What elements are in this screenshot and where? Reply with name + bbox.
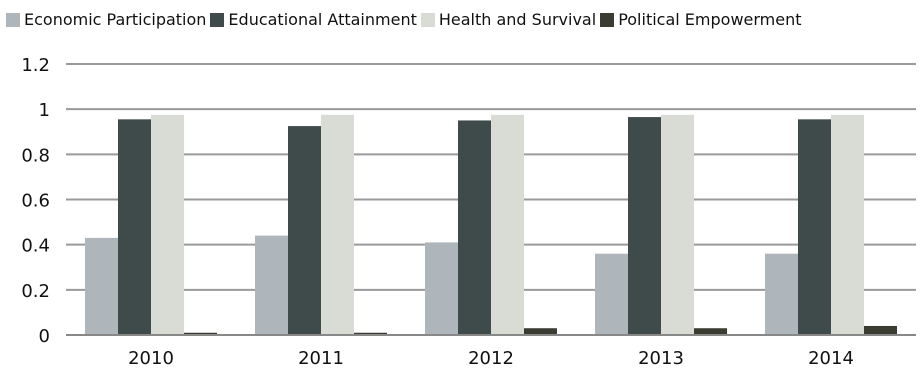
bar (694, 328, 727, 335)
y-tick-label: 1.2 (21, 55, 50, 76)
x-tick-label: 2014 (808, 348, 854, 369)
bar (628, 117, 661, 335)
bar (184, 332, 217, 335)
legend: Economic Participation Educational Attai… (6, 10, 806, 29)
bar (288, 126, 321, 336)
legend-label: Economic Participation (24, 10, 207, 29)
legend-item-political-empowerment: Political Empowerment (600, 10, 802, 29)
y-tick-label: 0.2 (21, 281, 50, 302)
legend-swatch (6, 12, 20, 27)
legend-item-health-and-survival: Health and Survival (420, 10, 597, 29)
bar (595, 253, 628, 335)
y-tick-label: 1 (39, 100, 50, 121)
legend-label: Political Empowerment (618, 10, 802, 29)
y-tick-label: 0 (39, 326, 50, 347)
legend-swatch (600, 12, 615, 27)
bar (661, 114, 694, 335)
y-tick-label: 0.6 (21, 191, 50, 212)
legend-label: Health and Survival (438, 10, 597, 29)
legend-item-economic-participation: Economic Participation (6, 10, 206, 29)
bar (765, 253, 798, 335)
bar (491, 114, 524, 335)
bar (118, 119, 151, 336)
bar (354, 332, 387, 335)
x-tick-label: 2011 (298, 348, 344, 369)
bar (798, 119, 831, 336)
x-tick-label: 2010 (128, 348, 174, 369)
legend-item-educational-attainment: Educational Attainment (210, 10, 417, 29)
bar (458, 120, 491, 335)
x-tick-label: 2012 (468, 348, 514, 369)
y-tick-label: 0.4 (21, 236, 50, 257)
bar (255, 235, 288, 335)
bar (85, 237, 118, 335)
legend-swatch (210, 12, 225, 27)
bar (425, 242, 458, 335)
bar (831, 114, 864, 335)
y-tick-label: 0.8 (21, 145, 50, 166)
bar (864, 325, 897, 335)
bar (524, 328, 557, 335)
bar (321, 114, 354, 335)
bar (151, 114, 184, 335)
x-tick-label: 2013 (638, 348, 684, 369)
legend-label: Educational Attainment (228, 10, 417, 29)
legend-swatch (420, 12, 435, 27)
